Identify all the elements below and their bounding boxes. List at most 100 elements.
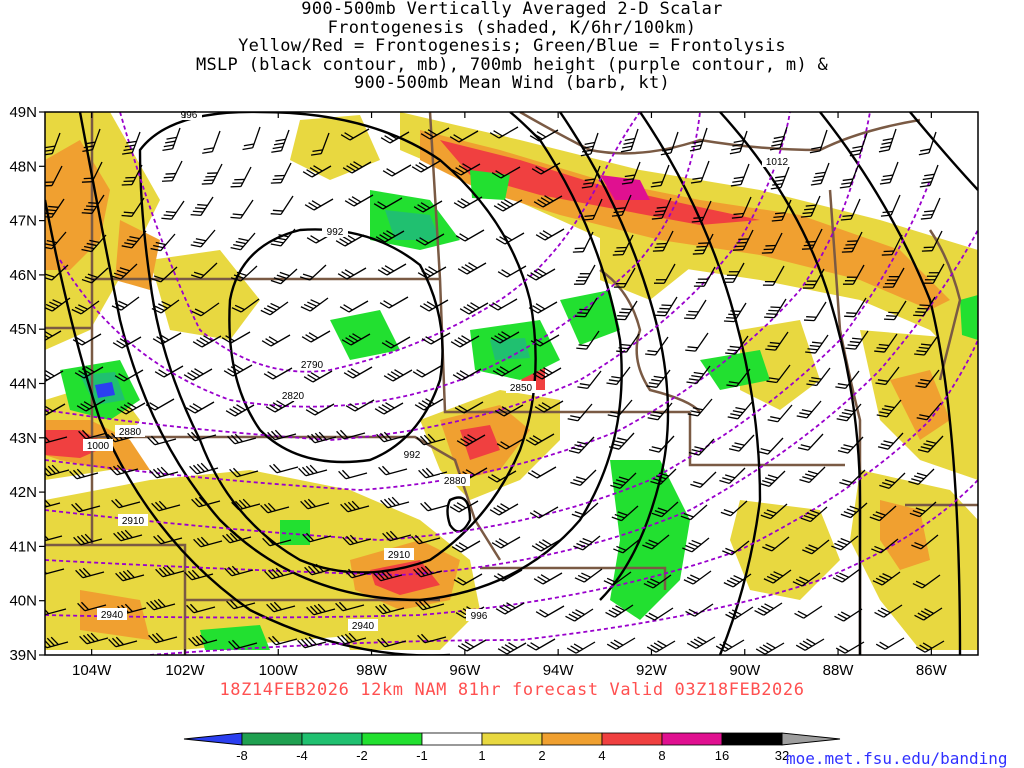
wind-barb: [343, 366, 373, 379]
colorbar-swatch: [721, 732, 783, 746]
wind-barb: [229, 467, 259, 478]
wind-barb: [344, 194, 374, 207]
wind-barb: [459, 302, 489, 315]
wind-barb: [270, 228, 296, 247]
lat-tick-label: 42N: [9, 484, 37, 501]
wind-barb: [684, 299, 707, 320]
wind-barb: [835, 641, 865, 654]
colorbar-label: 1: [478, 748, 485, 763]
colorbar-swatch: [421, 732, 483, 746]
wind-barb: [267, 429, 297, 441]
wind-barb: [231, 498, 261, 511]
wind-barb: [683, 570, 712, 585]
wind-barb: [616, 333, 640, 353]
wind-barb: [242, 126, 261, 151]
wind-barb: [770, 166, 790, 190]
wind-barb: [572, 231, 594, 253]
wind-barb: [345, 399, 375, 412]
wind-barb: [920, 197, 941, 220]
lon-tick-label: 92W: [636, 662, 668, 679]
wind-barb: [884, 300, 907, 321]
wind-barb: [112, 336, 142, 349]
wind-barb: [576, 330, 600, 350]
wind-barb: [190, 229, 216, 248]
height-label: 2940: [97, 608, 127, 621]
wind-barb: [74, 366, 104, 379]
wind-barb: [302, 532, 332, 543]
wind-barb: [260, 502, 290, 514]
wind-barb: [871, 538, 899, 554]
svg-text:2820: 2820: [282, 391, 305, 402]
wind-barb: [690, 160, 710, 184]
wind-barb: [337, 632, 367, 645]
wind-barb: [188, 634, 218, 647]
wind-barb: [417, 266, 447, 279]
wind-barb: [565, 608, 594, 622]
wind-barb: [909, 501, 937, 518]
wind-barb: [377, 263, 407, 276]
svg-text:2910: 2910: [388, 550, 411, 561]
wind-barb: [575, 297, 598, 318]
wind-barb: [373, 197, 403, 210]
wind-barb: [147, 435, 177, 446]
wind-barb: [761, 232, 783, 254]
wind-barb: [660, 131, 679, 156]
wind-barb: [451, 540, 481, 553]
wind-barb: [875, 637, 905, 650]
wind-barb: [686, 636, 716, 649]
wind-barb: [568, 436, 595, 454]
wind-barb: [844, 297, 867, 318]
wind-barb: [531, 539, 561, 552]
wind-barb: [802, 539, 830, 555]
mslp-label: 996: [176, 108, 202, 121]
wind-barb: [732, 229, 754, 251]
wind-barb: [491, 536, 521, 549]
wind-barb: [687, 398, 713, 417]
wind-barb: [765, 331, 789, 351]
wind-barb: [918, 131, 937, 156]
wind-barb: [650, 164, 670, 188]
wind-barb: [571, 502, 599, 519]
source-url[interactable]: moe.met.fsu.edu/banding: [786, 749, 1008, 768]
wind-barb: [760, 503, 788, 520]
wind-barb: [797, 433, 824, 451]
wind-barb: [45, 531, 63, 543]
svg-text:2940: 2940: [101, 610, 124, 621]
wind-barb: [225, 404, 255, 417]
wind-barb: [73, 533, 103, 546]
wind-barb: [191, 302, 220, 317]
wind-barb: [270, 268, 298, 285]
wind-barb: [769, 126, 788, 151]
colorbar-swatch: [601, 732, 663, 746]
colorbar-label: -4: [296, 748, 308, 763]
wind-barb: [803, 301, 827, 322]
wind-barb: [380, 131, 410, 144]
title-line-1: 900-500mb Vertically Averaged 2-D Scalar: [301, 0, 723, 19]
wind-barb: [450, 335, 480, 348]
wind-barb: [121, 164, 143, 186]
colorbar-min-arrow: [183, 732, 243, 746]
wind-barb: [800, 506, 828, 523]
wind-barb: [226, 599, 256, 610]
wind-barb: [457, 639, 487, 652]
lat-tick-label: 44N: [9, 376, 37, 393]
wind-barb: [651, 197, 672, 220]
wind-barb: [414, 398, 444, 411]
svg-text:2880: 2880: [119, 427, 142, 438]
wind-barb: [653, 263, 676, 284]
wind-barb: [875, 366, 900, 386]
lat-tick-label: 45N: [9, 321, 37, 338]
wind-barb: [453, 196, 483, 209]
wind-barb: [611, 505, 639, 522]
lat-tick-label: 39N: [9, 647, 37, 664]
wind-barb: [766, 364, 791, 384]
wind-barb: [339, 300, 369, 313]
svg-text:2880: 2880: [444, 476, 467, 487]
wind-barb: [685, 332, 709, 352]
wind-barb: [496, 437, 526, 450]
wind-barb: [376, 431, 406, 443]
colorbar: -8 -4 -2 -1 1 2 4 8 16 32: [183, 732, 841, 763]
wind-barb: [187, 431, 217, 442]
wind-barb: [151, 500, 181, 512]
colorbar-label: -2: [356, 748, 368, 763]
